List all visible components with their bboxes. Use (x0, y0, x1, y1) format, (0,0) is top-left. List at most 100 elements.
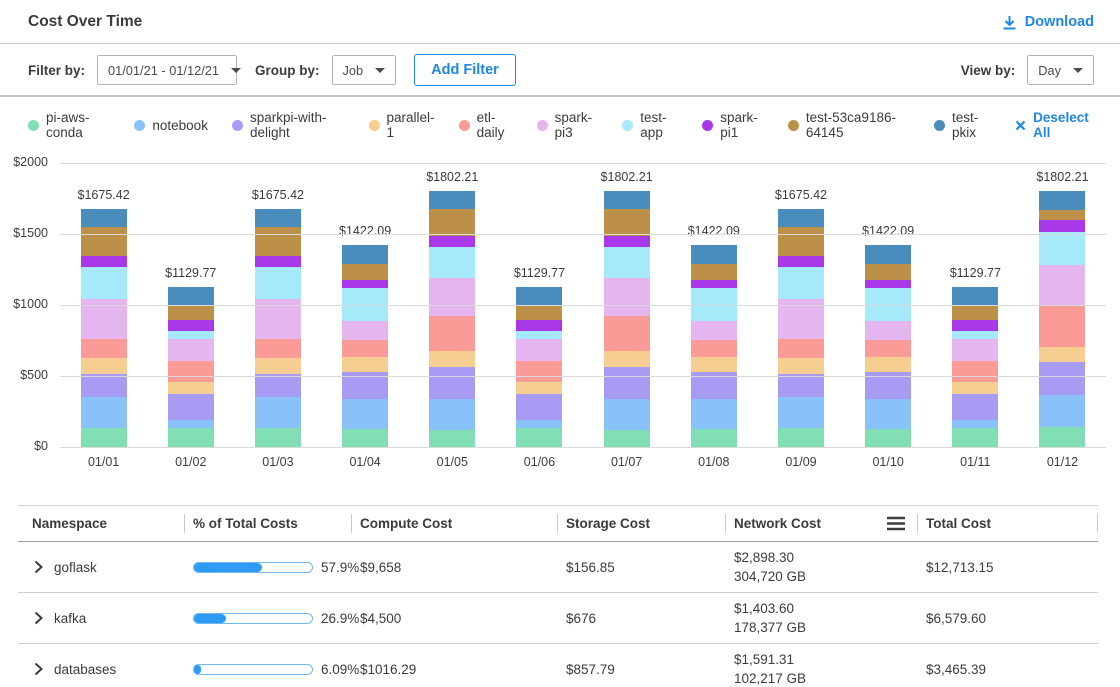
bar-segment-test-pkix[interactable] (690, 245, 737, 265)
bar-segment-notebook[interactable] (167, 420, 214, 428)
bar-segment-test-53ca9186-64145[interactable] (603, 209, 650, 237)
bar-segment-test-53ca9186-64145[interactable] (167, 305, 214, 321)
bar-segment-test-pkix[interactable] (777, 209, 824, 228)
bar-segment-notebook[interactable] (865, 399, 912, 429)
bar-segment-parallel-1[interactable] (777, 357, 824, 374)
bar-segment-sparkpi-with-delight[interactable] (603, 366, 650, 400)
legend-item-pi-aws-conda[interactable]: pi-aws-conda (28, 110, 110, 140)
view-by-select[interactable]: Day (1027, 55, 1094, 85)
bar-segment-pi-aws-conda[interactable] (603, 430, 650, 447)
bar-segment-notebook[interactable] (777, 397, 824, 428)
bar-segment-etl-daily[interactable] (865, 340, 912, 358)
bar-segment-spark-pi1[interactable] (603, 236, 650, 248)
bar-segment-test-app[interactable] (342, 287, 389, 321)
bar-segment-spark-pi1[interactable] (952, 320, 999, 331)
bar-segment-parallel-1[interactable] (865, 357, 912, 373)
bar-segment-notebook[interactable] (342, 399, 389, 429)
bar-segment-etl-daily[interactable] (516, 361, 563, 382)
bar-segment-sparkpi-with-delight[interactable] (342, 372, 389, 400)
bar-segment-notebook[interactable] (80, 397, 127, 428)
bar-segment-parallel-1[interactable] (952, 381, 999, 394)
bar-segment-sparkpi-with-delight[interactable] (865, 372, 912, 400)
bar-segment-test-pkix[interactable] (603, 191, 650, 210)
bar-segment-pi-aws-conda[interactable] (865, 428, 912, 447)
bar-segment-parallel-1[interactable] (167, 381, 214, 394)
bar-segment-test-pkix[interactable] (254, 209, 301, 228)
column-header-total[interactable]: Total Cost (918, 506, 1098, 541)
bar-segment-test-app[interactable] (865, 287, 912, 321)
legend-item-test-app[interactable]: test-app (622, 110, 678, 140)
bar-segment-parallel-1[interactable] (690, 357, 737, 373)
bar-segment-etl-daily[interactable] (254, 338, 301, 358)
bar-segment-spark-pi1[interactable] (167, 320, 214, 331)
bar-segment-test-app[interactable] (80, 267, 127, 299)
bar-segment-spark-pi1[interactable] (1039, 219, 1086, 233)
bar-segment-test-53ca9186-64145[interactable] (254, 227, 301, 256)
bar-segment-pi-aws-conda[interactable] (1039, 426, 1086, 447)
bar-segment-test-pkix[interactable] (952, 286, 999, 306)
chevron-right-icon[interactable] (34, 662, 43, 676)
bar-segment-test-53ca9186-64145[interactable] (80, 227, 127, 256)
bar-segment-test-pkix[interactable] (429, 191, 476, 210)
bar-segment-spark-pi1[interactable] (865, 279, 912, 288)
bar-segment-spark-pi1[interactable] (777, 255, 824, 268)
bar-segment-pi-aws-conda[interactable] (254, 427, 301, 447)
bar-segment-sparkpi-with-delight[interactable] (167, 393, 214, 421)
legend-item-test-53ca9186-64145[interactable]: test-53ca9186-64145 (787, 110, 910, 140)
column-header-network[interactable]: Network Cost (726, 506, 918, 541)
bar-segment-notebook[interactable] (429, 399, 476, 431)
bar-segment-test-53ca9186-64145[interactable] (777, 227, 824, 256)
legend-item-spark-pi3[interactable]: spark-pi3 (536, 110, 599, 140)
bar-segment-sparkpi-with-delight[interactable] (777, 373, 824, 398)
group-by-select[interactable]: Job (331, 55, 397, 85)
bar-segment-pi-aws-conda[interactable] (429, 430, 476, 447)
bar-segment-spark-pi3[interactable] (690, 320, 737, 341)
bar-segment-etl-daily[interactable] (952, 361, 999, 382)
bar-segment-pi-aws-conda[interactable] (342, 428, 389, 447)
bar-segment-test-app[interactable] (167, 330, 214, 340)
bar-segment-parallel-1[interactable] (516, 381, 563, 394)
bar-segment-test-53ca9186-64145[interactable] (516, 305, 563, 321)
bar-segment-parallel-1[interactable] (429, 351, 476, 367)
bar-segment-notebook[interactable] (690, 399, 737, 429)
bar-segment-test-53ca9186-64145[interactable] (342, 264, 389, 280)
bar-segment-parallel-1[interactable] (603, 351, 650, 367)
bar-segment-test-53ca9186-64145[interactable] (429, 209, 476, 237)
bar-segment-pi-aws-conda[interactable] (952, 427, 999, 447)
bar-segment-spark-pi1[interactable] (342, 279, 389, 288)
bar-segment-test-app[interactable] (1039, 232, 1086, 265)
bar-segment-spark-pi3[interactable] (429, 278, 476, 316)
chevron-right-icon[interactable] (34, 611, 43, 625)
date-range-select[interactable]: 01/01/21 - 01/12/21 (97, 55, 242, 85)
bar-segment-sparkpi-with-delight[interactable] (80, 373, 127, 398)
bar-segment-etl-daily[interactable] (342, 340, 389, 358)
bar-segment-sparkpi-with-delight[interactable] (516, 393, 563, 421)
legend-item-test-pkix[interactable]: test-pkix (933, 110, 991, 140)
bar-segment-spark-pi3[interactable] (603, 278, 650, 316)
bar-segment-test-pkix[interactable] (1039, 191, 1086, 211)
deselect-all-button[interactable]: Deselect All (1015, 110, 1094, 140)
chevron-right-icon[interactable] (34, 560, 43, 574)
bar-segment-notebook[interactable] (1039, 395, 1086, 427)
legend-item-etl-daily[interactable]: etl-daily (458, 110, 513, 140)
bar-segment-test-pkix[interactable] (167, 286, 214, 306)
bar-segment-spark-pi3[interactable] (865, 320, 912, 341)
bar-segment-test-53ca9186-64145[interactable] (952, 305, 999, 321)
bar-segment-sparkpi-with-delight[interactable] (690, 372, 737, 400)
column-header-storage[interactable]: Storage Cost (558, 506, 726, 541)
column-header-namespace[interactable]: Namespace (18, 506, 185, 541)
bar-segment-spark-pi3[interactable] (167, 339, 214, 362)
bar-segment-parallel-1[interactable] (1039, 346, 1086, 363)
bar-segment-test-app[interactable] (690, 287, 737, 321)
bar-segment-test-app[interactable] (952, 330, 999, 340)
add-filter-button[interactable]: Add Filter (414, 54, 516, 86)
bar-segment-notebook[interactable] (516, 420, 563, 428)
bar-segment-notebook[interactable] (254, 397, 301, 428)
bar-segment-spark-pi1[interactable] (516, 320, 563, 331)
bar-segment-pi-aws-conda[interactable] (167, 427, 214, 447)
bar-segment-test-app[interactable] (777, 267, 824, 299)
bar-segment-spark-pi1[interactable] (80, 255, 127, 268)
legend-item-parallel-1[interactable]: parallel-1 (368, 110, 435, 140)
bar-segment-pi-aws-conda[interactable] (516, 427, 563, 447)
bar-segment-spark-pi1[interactable] (254, 255, 301, 268)
